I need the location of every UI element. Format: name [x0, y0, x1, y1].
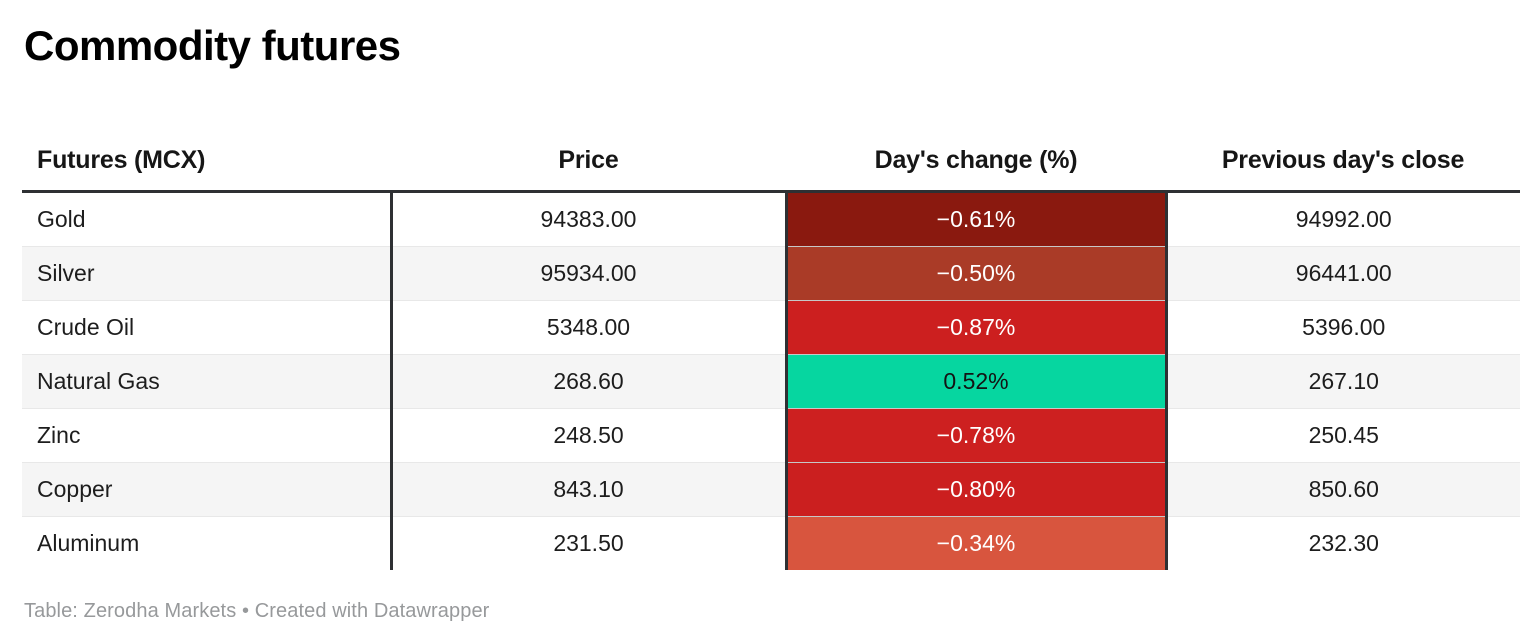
price-cell: 231.50: [389, 516, 786, 571]
prev-close-cell: 250.45: [1166, 408, 1520, 463]
table-row: Gold 94383.00 −0.61% 94992.00: [22, 191, 1520, 247]
futures-name-cell: Crude Oil: [22, 300, 391, 355]
days-change-cell: −0.80%: [784, 462, 1168, 517]
table-row: Zinc 248.50 −0.78% 250.45: [22, 408, 1520, 463]
prev-close-cell: 850.60: [1166, 462, 1520, 517]
days-change-cell: −0.50%: [784, 246, 1168, 301]
price-cell: 268.60: [389, 354, 786, 409]
prev-close-cell: 94992.00: [1295, 206, 1392, 233]
price-cell: 248.50: [389, 408, 786, 463]
price-cell: 5348.00: [389, 300, 786, 355]
futures-name-cell: Silver: [22, 246, 391, 301]
table-body: Gold 94383.00 −0.61% 94992.00 Silver 959…: [22, 191, 1520, 571]
commodity-futures-table: Futures (MCX) Price Day's change (%) Pre…: [22, 69, 1520, 571]
prev-close-cell: 232.30: [1166, 516, 1520, 571]
days-change-cell: 0.52%: [784, 354, 1168, 409]
futures-name-cell: Aluminum: [22, 516, 391, 571]
column-header-change: Day's change (%): [786, 69, 1166, 194]
column-header-prev-close: Previous day's close: [1166, 69, 1520, 194]
futures-name-cell: Natural Gas: [22, 354, 391, 409]
price-cell: 843.10: [389, 462, 786, 517]
table-row: Silver 95934.00 −0.50% 96441.00: [22, 246, 1520, 301]
days-change-cell: −0.87%: [784, 300, 1168, 355]
table-row: Copper 843.10 −0.80% 850.60: [22, 462, 1520, 517]
days-change-cell: −0.78%: [784, 408, 1168, 463]
futures-name-cell: Gold: [37, 206, 86, 233]
table-header: Futures (MCX) Price Day's change (%) Pre…: [22, 69, 1520, 194]
table-row: Natural Gas 268.60 0.52% 267.10: [22, 354, 1520, 409]
futures-name-cell: Copper: [22, 462, 391, 517]
table-row: Aluminum 231.50 −0.34% 232.30: [22, 516, 1520, 571]
source-attribution: Table: Zerodha Markets • Created with Da…: [24, 600, 490, 623]
days-change-cell: −0.34%: [784, 516, 1168, 571]
prev-close-cell: 96441.00: [1166, 246, 1520, 301]
prev-close-cell: 267.10: [1166, 354, 1520, 409]
column-header-price: Price: [391, 69, 786, 194]
prev-close-cell: 5396.00: [1166, 300, 1520, 355]
column-header-futures: Futures (MCX): [22, 69, 391, 194]
price-cell: 95934.00: [389, 246, 786, 301]
price-cell: 94383.00: [389, 191, 786, 247]
futures-name-cell: Zinc: [22, 408, 391, 463]
page-title: Commodity futures: [24, 22, 401, 69]
table-row: Crude Oil 5348.00 −0.87% 5396.00: [22, 300, 1520, 355]
days-change-cell: −0.61%: [784, 191, 1168, 247]
